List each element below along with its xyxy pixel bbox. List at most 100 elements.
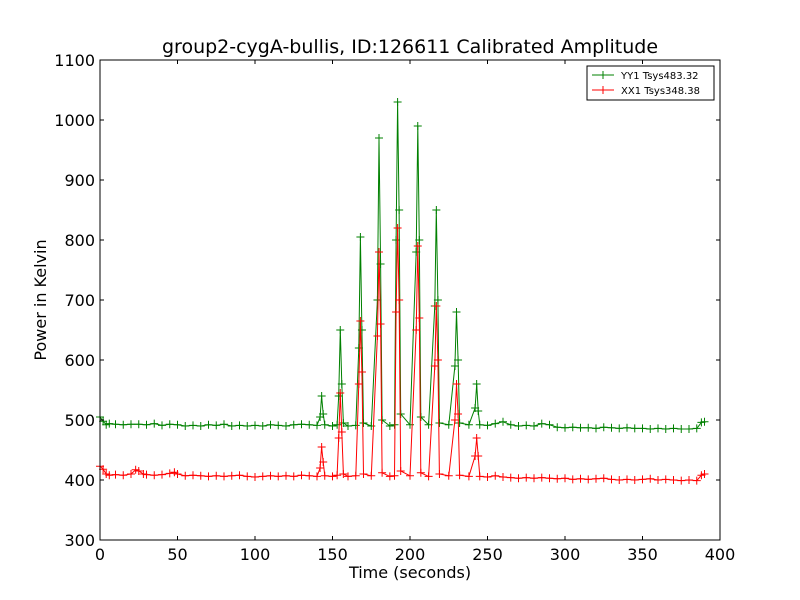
data-point (196, 471, 205, 480)
data-point (119, 420, 128, 429)
data-point (344, 422, 352, 430)
data-point (367, 471, 376, 480)
data-point (433, 356, 442, 364)
data-point (134, 467, 143, 475)
y-tick-label: 500 (64, 411, 95, 430)
data-point (396, 410, 405, 418)
data-point (173, 420, 182, 429)
data-point (395, 206, 404, 214)
data-point (638, 424, 647, 433)
x-axis-label: Time (seconds) (348, 563, 471, 582)
data-point (413, 242, 422, 250)
data-point (537, 473, 546, 482)
x-tick-label: 300 (550, 545, 581, 564)
y-tick-label: 1100 (54, 51, 95, 70)
data-point (181, 471, 190, 480)
data-point (432, 302, 441, 310)
data-point (328, 422, 337, 430)
data-point (251, 473, 259, 481)
data-point (553, 423, 562, 432)
data-point (235, 421, 244, 430)
legend-label: YY1 Tsys483.32 (620, 71, 699, 82)
data-point (561, 423, 569, 432)
data-point (623, 423, 631, 432)
data-point (204, 420, 213, 429)
data-point (561, 474, 569, 483)
x-tick-label: 400 (705, 545, 736, 564)
data-point (196, 422, 205, 430)
data-point (553, 474, 562, 483)
data-point (313, 421, 321, 430)
data-point (289, 472, 298, 481)
data-point (416, 413, 425, 421)
data-point (607, 423, 616, 432)
y-tick-label: 400 (64, 471, 95, 490)
data-point (390, 471, 399, 480)
data-point (111, 420, 120, 429)
data-point (615, 476, 624, 484)
data-point (328, 472, 337, 481)
data-point (212, 421, 221, 430)
data-point (412, 326, 421, 334)
data-point (700, 470, 709, 478)
data-point (454, 356, 463, 364)
data-point (243, 422, 252, 430)
data-point (692, 424, 701, 433)
data-point (685, 425, 693, 433)
data-point (435, 470, 444, 478)
legend-marker (599, 86, 607, 94)
plot-area: 0 50 100 150 200 250 300 350 400 300 400 500 600 700 8… (54, 51, 735, 564)
data-point (677, 476, 686, 485)
legend-marker (599, 71, 607, 79)
data-point (220, 472, 228, 481)
data-point (661, 475, 670, 484)
x-tick-label: 100 (240, 545, 271, 564)
data-point (454, 410, 463, 418)
data-point (412, 248, 421, 256)
y-axis-label: Power in Kelvin (31, 239, 50, 360)
chart-title: group2-cygA-bullis, ID:126611 Calibrated… (162, 36, 658, 58)
data-point (297, 420, 306, 429)
data-point (452, 380, 461, 388)
data-point (359, 470, 368, 478)
data-point (677, 425, 686, 433)
data-point (313, 472, 321, 481)
data-point (623, 475, 631, 484)
data-point (274, 472, 283, 481)
data-point (105, 419, 114, 428)
data-point (376, 260, 385, 268)
data-point (669, 476, 678, 484)
data-point (220, 420, 228, 429)
data-point (392, 308, 401, 316)
data-point (339, 419, 348, 427)
data-point (134, 420, 143, 429)
data-point (393, 224, 402, 232)
data-point (373, 332, 382, 340)
data-point (545, 420, 554, 429)
data-point (537, 419, 546, 428)
data-point (251, 421, 259, 430)
legend-item: YY1 Tsys483.32 (592, 71, 699, 82)
data-point (337, 380, 346, 388)
data-point (212, 471, 221, 480)
data-point (189, 421, 197, 430)
data-point (289, 420, 298, 429)
data-point (491, 419, 500, 428)
data-point (165, 420, 174, 429)
data-point (385, 472, 394, 481)
data-point (357, 368, 366, 376)
data-point (576, 474, 585, 483)
data-point (393, 98, 402, 106)
data-point (464, 472, 473, 481)
data-point (424, 472, 433, 481)
data-point (545, 474, 554, 483)
data-point (646, 425, 655, 433)
data-point (474, 452, 483, 460)
data-point (165, 469, 174, 478)
data-point (646, 474, 655, 483)
data-point (592, 424, 600, 433)
data-point (415, 236, 424, 244)
data-point (514, 474, 523, 483)
series-line (99, 101, 705, 430)
